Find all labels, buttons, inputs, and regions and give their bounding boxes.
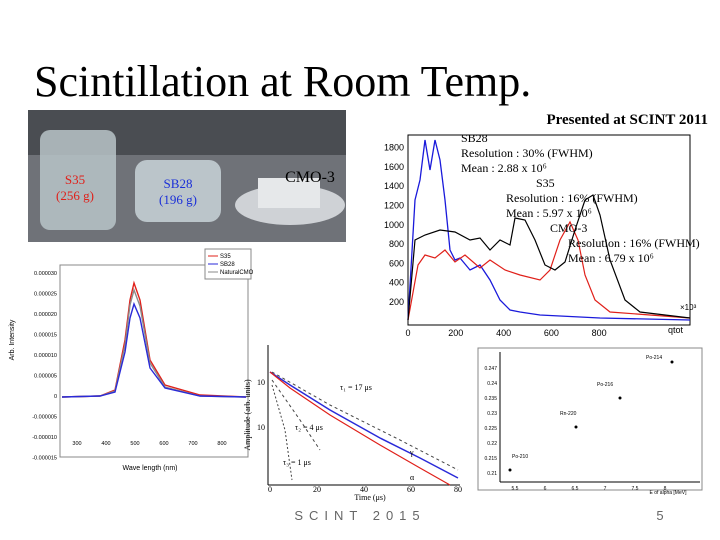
y-tick-label: 0.000025 [34, 292, 57, 298]
x-tick-label: 80 [454, 485, 462, 494]
histogram: ×10³ qtot [407, 134, 697, 335]
photo-label: (196 g) [159, 192, 197, 207]
legend-entry: SB28 [220, 262, 235, 268]
annotation: α [410, 473, 415, 482]
y-tick-label: 1600 [384, 162, 404, 172]
y-tick-label: 0.000020 [34, 312, 57, 318]
annotation: γ [409, 448, 414, 457]
photo-label: S35 [65, 172, 85, 187]
y-tick-label: 1400 [384, 181, 404, 191]
x-unit: ×10³ [680, 303, 697, 312]
y-tick-label: 0.215 [484, 456, 497, 462]
x-tick-label: 600 [159, 441, 168, 447]
x-tick-label: 700 [188, 441, 197, 447]
annotation: Resolution : 30% (FWHM) [461, 146, 593, 160]
peak-label: Po-216 [597, 382, 613, 388]
y-tick-label: -0.000005 [32, 415, 57, 421]
x-tick-label: 5.5 [512, 486, 519, 492]
x-tick-label: 500 [130, 441, 139, 447]
y-tick-label: 1800 [384, 143, 404, 153]
legend-entry: NaturalCMO [220, 270, 254, 276]
legend-entry: S35 [220, 254, 231, 260]
y-tick-label: 0.000015 [34, 333, 57, 339]
y-tick-label: 200 [389, 297, 404, 307]
y-tick-label: 0.000010 [34, 353, 57, 359]
annotation: Resolution : 16% (FWHM) [568, 236, 700, 250]
decay-plot: τ₁ = 17 μs τ₂ = 4 μs τ₃ = 1 μs γ α Time … [243, 345, 460, 502]
annotation: τ₃ = 1 μs [283, 458, 311, 467]
y-tick-label: 0.23 [487, 411, 497, 417]
y-tick-label: 0.235 [484, 396, 497, 402]
peak-label: Po-214 [646, 355, 662, 361]
y-axis-label: Arb. Intensity [9, 319, 16, 360]
y-tick-label: 10 [257, 378, 265, 387]
x-axis-label: E of alpha [MeV] [650, 490, 688, 496]
y-tick-label: 0.000005 [34, 374, 57, 380]
x-axis-label: Time (μs) [354, 493, 386, 502]
x-tick-label: 800 [217, 441, 226, 447]
y-tick-label: 0.21 [487, 471, 497, 477]
x-tick-label: 7 [604, 486, 607, 492]
annotation: Mean : 6.79 x 10⁶ [568, 251, 654, 265]
photo-label: (256 g) [56, 188, 94, 203]
x-tick-label: 0 [405, 328, 410, 338]
y-tick-label: 10 [257, 423, 265, 432]
peak-label: Rn-220 [560, 411, 577, 417]
x-tick-label: 400 [101, 441, 110, 447]
annotation: S35 [536, 176, 555, 190]
y-tick-label: 0 [54, 394, 57, 400]
x-tick-label: 60 [407, 485, 415, 494]
photo-label: CMO-3 [285, 169, 335, 186]
y-tick-label: 0.225 [484, 426, 497, 432]
y-tick-label: 1000 [384, 220, 404, 230]
peak-label: Po-210 [512, 454, 528, 460]
annotation: τ₂ = 4 μs [295, 423, 323, 432]
annotation: τ₁ = 17 μs [340, 383, 372, 392]
photo-label: SB28 [164, 176, 193, 191]
y-tick-label: 1200 [384, 201, 404, 211]
subtitle: Presented at SCINT 2011 [546, 112, 708, 128]
annotation: CMO-3 [550, 221, 587, 235]
x-tick-label: 8 [664, 486, 667, 492]
y-tick-label: 600 [389, 258, 404, 268]
annotation: Resolution : 16% (FWHM) [506, 191, 638, 205]
spectrum-plot: S35 SB28 NaturalCMO Wave length (nm) Arb… [9, 248, 254, 472]
x-tick-label: 7.5 [632, 486, 639, 492]
x-tick-label: 40 [360, 485, 368, 494]
y-tick-label: 0.22 [487, 441, 497, 447]
y-tick-label: 800 [389, 239, 404, 249]
x-tick-label: 20 [313, 485, 321, 494]
y-tick-label: 0.24 [487, 381, 497, 387]
annotation: Mean : 2.88 x 10⁶ [461, 161, 547, 175]
x-tick-label: 300 [72, 441, 81, 447]
y-tick-label: 0.000030 [34, 271, 57, 277]
x-tick-label: 6.5 [572, 486, 579, 492]
crystal-photo: S35 (256 g) SB28 (196 g) CMO-3 [28, 110, 346, 242]
slide-title: Scintillation at Room Temp. [34, 57, 531, 106]
x-tick-label: 200 [448, 328, 463, 338]
annotation: SB28 [461, 131, 488, 145]
x-axis-label: qtot [668, 325, 684, 335]
page-number: 5 [656, 508, 663, 523]
y-tick-label: 400 [389, 278, 404, 288]
alpha-plot: Po-214 Po-216 Rn-220 Po-210 E of alpha [… [477, 347, 703, 496]
x-tick-label: 400 [496, 328, 511, 338]
x-axis-label: Wave length (nm) [123, 465, 178, 472]
x-tick-label: 6 [544, 486, 547, 492]
y-tick-label: -0.000010 [32, 435, 57, 441]
y-tick-label: 0.247 [484, 366, 497, 372]
annotation: Mean : 5.97 x 10⁶ [506, 206, 592, 220]
x-tick-label: 600 [544, 328, 559, 338]
x-tick-label: 0 [268, 485, 272, 494]
y-tick-label: -0.000015 [32, 456, 57, 462]
footer-event: SCINT 2015 [294, 508, 425, 523]
y-axis-label: Amplitude (arb. units) [243, 379, 252, 451]
x-tick-label: 800 [592, 328, 607, 338]
